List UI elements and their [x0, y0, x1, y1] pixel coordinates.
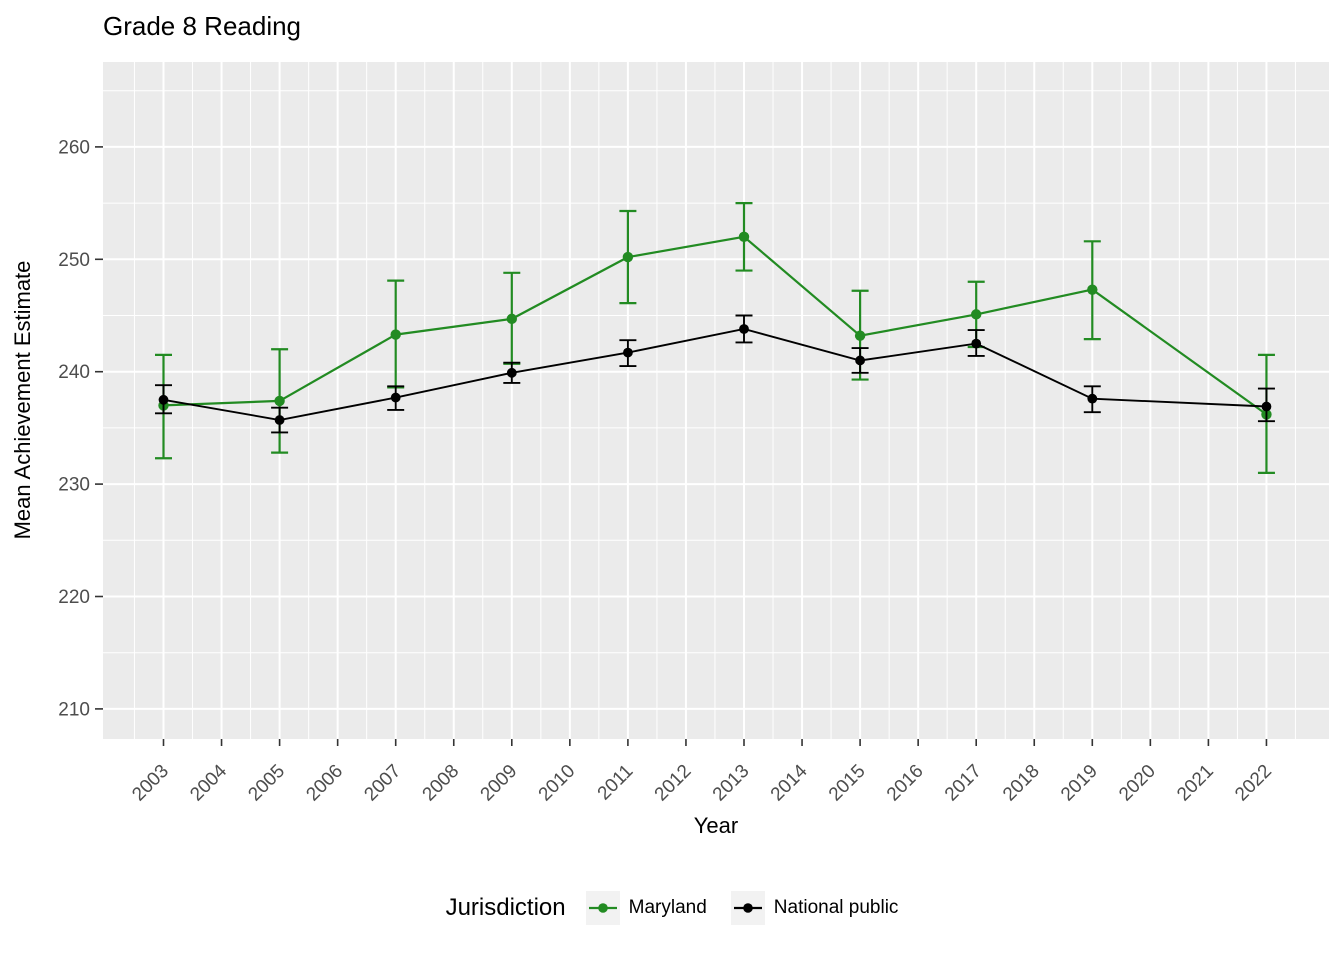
data-point — [274, 395, 285, 407]
data-point — [390, 329, 401, 340]
x-tick-label: 2015 — [825, 761, 870, 806]
y-tick-label: 220 — [58, 587, 90, 608]
y-tick-label: 250 — [58, 250, 90, 271]
data-point — [1087, 393, 1098, 404]
x-tick-label: 2004 — [186, 760, 231, 805]
x-tick-label: 2018 — [999, 761, 1044, 806]
x-tick-label: 2003 — [128, 761, 173, 806]
x-tick-label: 2017 — [941, 761, 986, 806]
x-tick-label: 2006 — [302, 761, 347, 806]
y-tick-label: 240 — [58, 362, 90, 383]
x-tick-label: 2010 — [535, 761, 580, 806]
data-point — [158, 394, 169, 405]
data-point — [274, 415, 285, 425]
y-axis-title: Mean Achievement Estimate — [10, 261, 35, 540]
x-tick-label: 2011 — [594, 761, 638, 805]
legend-entry-national-public: National public — [730, 891, 899, 925]
data-point — [1261, 401, 1272, 412]
data-point — [854, 330, 866, 341]
x-tick-label: 2016 — [883, 761, 928, 806]
x-tick-label: 2014 — [767, 760, 812, 805]
chart-title: Grade 8 Reading — [103, 11, 302, 41]
x-tick-label: 2013 — [709, 761, 754, 806]
legend-label-national-public: National public — [773, 897, 899, 918]
x-tick-label: 2012 — [651, 761, 696, 806]
plot-area: 2003 2004 2005 2006 2007 2008 2009 2010 2011 2012… — [10, 62, 1329, 838]
x-tick-label: 2008 — [419, 761, 464, 806]
data-point — [739, 324, 749, 334]
legend: Jurisdiction Maryland National public — [0, 884, 1344, 932]
x-tick-label: 2019 — [1057, 761, 1102, 806]
x-tick-label: 2009 — [477, 761, 522, 806]
y-tick-label: 230 — [58, 475, 90, 496]
x-tick-label: 2022 — [1231, 761, 1276, 806]
y-tick-label: 260 — [58, 137, 90, 158]
data-point — [855, 355, 865, 366]
series-line — [163, 328, 1267, 421]
legend-entry-maryland: Maryland — [585, 891, 707, 925]
data-point — [390, 392, 401, 403]
x-tick-label: 2021 — [1173, 761, 1218, 806]
y-tick-label: 210 — [58, 699, 90, 720]
data-point — [506, 367, 517, 378]
legend-key-maryland — [585, 891, 620, 925]
legend-key-national-public — [730, 891, 765, 925]
data-point — [1087, 284, 1098, 295]
legend-title: Jurisdiction — [445, 894, 566, 921]
legend-label-maryland: Maryland — [628, 897, 707, 918]
x-tick-label: 2005 — [244, 761, 289, 806]
data-point — [623, 347, 633, 358]
data-point — [971, 309, 982, 320]
data-point — [971, 338, 982, 349]
x-tick-label: 2007 — [360, 761, 405, 806]
data-point — [738, 231, 750, 243]
series-line — [163, 235, 1268, 416]
x-tick-label: 2020 — [1115, 761, 1160, 806]
data-point — [506, 313, 517, 325]
x-axis-title: Year — [694, 813, 738, 838]
data-point — [622, 251, 634, 263]
